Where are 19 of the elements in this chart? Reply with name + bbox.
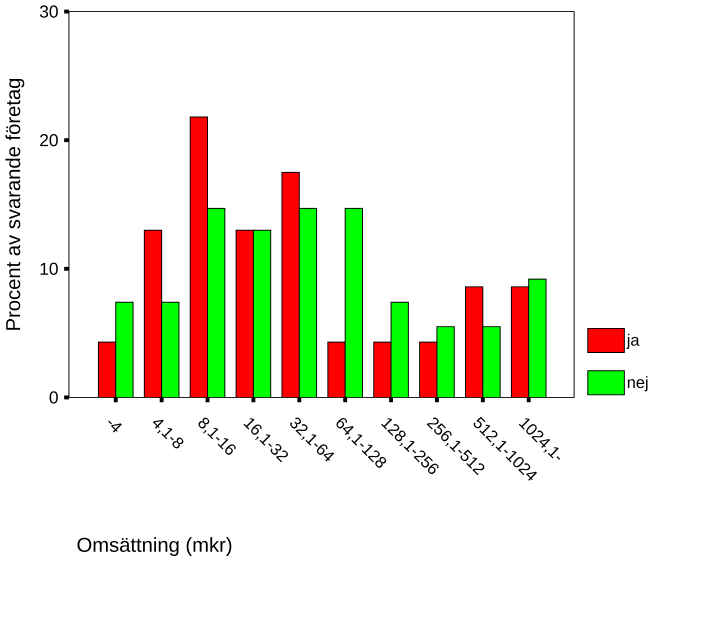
y-tick-label: 30 [40, 5, 58, 18]
bar [373, 342, 392, 398]
bar [281, 172, 300, 398]
y-tick-label: 20 [40, 134, 58, 146]
x-tick-label: -4 [108, 420, 122, 432]
y-tick-label: 10 [40, 262, 58, 275]
y-tick-label: 0 [50, 391, 58, 404]
bar [144, 230, 162, 398]
legend-label: nej [628, 376, 648, 392]
bar [98, 342, 116, 398]
bar [236, 230, 254, 398]
bar [465, 286, 484, 398]
bar [190, 116, 208, 398]
legend-label: ja [626, 334, 640, 349]
y-axis-title: Procent av svarande företag [5, 78, 24, 330]
bar [419, 342, 438, 398]
bar [327, 342, 346, 398]
x-axis-title: Omsättning (mkr) [77, 537, 232, 556]
bar [510, 286, 530, 398]
